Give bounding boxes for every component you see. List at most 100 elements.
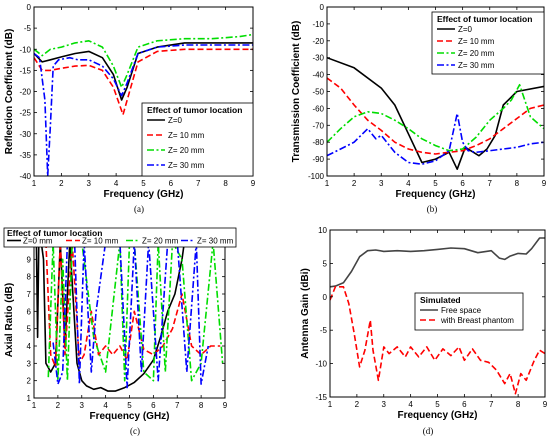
series-line-4 <box>34 44 253 176</box>
legend-entry: Z= 10 mm <box>458 37 495 46</box>
legend-title: Effect of tumor location <box>437 14 532 24</box>
legend-entry: Z= 20 mm <box>458 49 495 58</box>
x-tick-label: 8 <box>223 179 228 188</box>
y-axis-label: Reflection Coefficient (dB) <box>4 29 15 155</box>
y-tick-label: 3 <box>27 359 32 368</box>
x-tick-label: 4 <box>406 179 411 188</box>
y-tick-label: -10 <box>19 45 31 54</box>
series-line-1 <box>327 56 544 170</box>
panel-a: 1 2 3 4 5 6 7 8 9 0 -5 -10 -15 -20 -25 -30 -35 -40 Frequen… <box>4 3 256 214</box>
x-axis-label: Frequency (GHz) <box>89 411 169 422</box>
panel-label-c: (c) <box>130 426 140 436</box>
y-tick-label: 0 <box>323 293 328 302</box>
x-tick-label: 6 <box>460 179 465 188</box>
y-tick-label: 4 <box>27 342 32 351</box>
x-tick-label: 3 <box>87 179 92 188</box>
y-tick-label: -20 <box>312 37 324 46</box>
legend-title: Simulated <box>420 295 461 305</box>
y-tick-label: -100 <box>308 172 325 181</box>
x-tick-label: 6 <box>462 400 467 409</box>
panel-c: 12345678912345678910Frequency (GHz)Axial… <box>3 227 237 436</box>
x-tick-label: 5 <box>433 179 438 188</box>
panel-d: 1 2 3 4 5 6 7 8 9 10 5 0 -5 -10 -15 Frequency (GHz) Ante… <box>300 226 548 436</box>
x-tick-label: 7 <box>196 179 201 188</box>
x-tick-label: 6 <box>169 179 174 188</box>
series-line-1 <box>330 237 545 288</box>
x-tick-label: 5 <box>435 400 440 409</box>
y-tick-label: -15 <box>19 66 31 75</box>
y-tick-label: -5 <box>24 24 32 33</box>
y-tick-label: -10 <box>312 20 324 29</box>
x-tick-label: 1 <box>32 179 37 188</box>
y-tick-label: 9 <box>27 255 32 264</box>
y-tick-label: -60 <box>312 104 324 113</box>
x-axis-label: Frequency (GHz) <box>397 410 477 421</box>
x-tick-label: 7 <box>489 400 494 409</box>
legend-box <box>3 227 237 248</box>
legend-entry: Z= 30 mm <box>197 237 234 246</box>
legend-box <box>141 102 254 177</box>
series-group <box>34 33 253 176</box>
panel-b: 1 2 3 4 5 6 7 8 9 0 -10 -20 -30 -40 -50 -60 -70 -80 -90 -10… <box>291 3 547 214</box>
series-group <box>35 242 224 392</box>
y-tick-label: -5 <box>320 326 328 335</box>
legend-entry: Z= 30 mm <box>458 61 495 70</box>
series-group <box>327 56 544 170</box>
legend-box <box>431 11 545 75</box>
series-line-1 <box>34 42 253 101</box>
y-tick-label: 6 <box>27 307 32 316</box>
x-tick-label: 4 <box>114 179 119 188</box>
legend-box <box>414 292 524 331</box>
x-tick-label: 4 <box>408 400 413 409</box>
x-tick-label: 3 <box>382 400 387 409</box>
legend-entry: Z=0 <box>458 25 473 34</box>
panel-label-b: (b) <box>427 204 438 214</box>
x-tick-label: 5 <box>141 179 146 188</box>
x-tick-label: 3 <box>379 179 384 188</box>
x-tick-label: 6 <box>151 401 156 410</box>
y-tick-label: 7 <box>27 290 32 299</box>
x-tick-label: 1 <box>32 401 37 410</box>
y-tick-label: 1 <box>27 394 32 403</box>
series-line-3 <box>47 242 224 382</box>
x-tick-label: 8 <box>515 179 520 188</box>
axes-a: 1 2 3 4 5 6 7 8 9 0 -5 -10 -15 -20 -25 -30 -35 -40 Frequen… <box>4 3 256 200</box>
axes-c: 12345678912345678910Frequency (GHz)Axial… <box>3 227 237 422</box>
y-tick-label: 5 <box>323 259 328 268</box>
y-tick-label: -90 <box>312 155 324 164</box>
legend-entry: Z= 10 mm <box>82 237 119 246</box>
x-tick-label: 1 <box>325 179 330 188</box>
y-tick-label: -25 <box>19 109 31 118</box>
x-tick-label: 8 <box>516 400 521 409</box>
legend-entry: Z= 20 mm <box>168 146 205 155</box>
x-tick-label: 3 <box>80 401 85 410</box>
series-line-4 <box>52 242 210 389</box>
series-line-2 <box>327 77 544 155</box>
x-tick-label: 1 <box>328 400 333 409</box>
legend-entry: Z=0 mm <box>23 237 53 246</box>
x-tick-label: 8 <box>199 401 204 410</box>
series-line-3 <box>34 33 253 89</box>
y-axis-label: Antenna Gain (dBi) <box>300 268 311 359</box>
y-tick-label: 5 <box>27 325 32 334</box>
y-axis-label: Transmission Coefficient (dB) <box>291 21 302 163</box>
x-tick-label: 2 <box>355 400 360 409</box>
series-group <box>330 237 545 395</box>
y-tick-label: -40 <box>19 172 31 181</box>
x-tick-label: 2 <box>352 179 357 188</box>
series-line-2 <box>34 48 253 116</box>
y-tick-label: -80 <box>312 138 324 147</box>
x-tick-label: 9 <box>543 400 548 409</box>
x-tick-label: 2 <box>56 401 61 410</box>
y-tick-label: -50 <box>312 88 324 97</box>
x-tick-label: 9 <box>251 179 256 188</box>
series-line-3 <box>327 83 544 152</box>
y-tick-label: 2 <box>27 377 32 386</box>
legend-entry: Z=0 <box>168 116 183 125</box>
y-tick-label: 10 <box>318 226 327 235</box>
legend-title: Effect of tumor location <box>7 228 102 238</box>
